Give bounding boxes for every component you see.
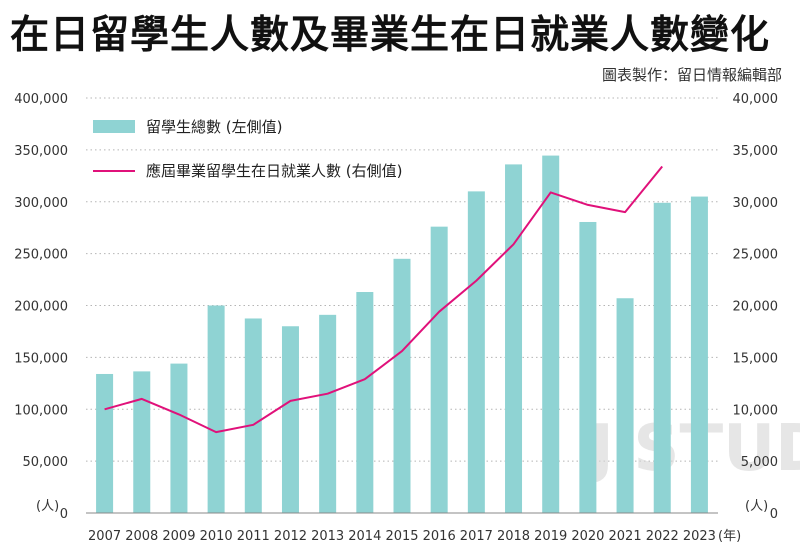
y-right-tick-label: 30,000 [733, 196, 779, 211]
x-tick-label: 2011 [237, 529, 270, 544]
x-tick-label: 2010 [200, 529, 233, 544]
x-tick-label: 2009 [162, 529, 195, 544]
y-right-tick-label: 10,000 [733, 403, 779, 418]
bar [653, 202, 671, 513]
y-axis-left: 0 50,000 100,000 150,000 200,000 250,000 300,0… [14, 92, 68, 522]
line-series [104, 165, 663, 434]
x-tick-label: 2015 [385, 529, 418, 544]
x-axis: 2007 2008 2009 2010 2011 2012 2013 2014 2015 2016… [86, 512, 741, 544]
y-left-tick-label: 400,000 [14, 92, 68, 107]
x-tick-label: 2008 [125, 529, 158, 544]
x-tick-label: 2022 [646, 529, 679, 544]
bar [542, 155, 560, 514]
x-tick-label: 2014 [348, 529, 381, 544]
legend: 留學生總數 (左側值) 應屆畢業留學生在日就業人數 (右側值) [93, 118, 402, 180]
line-path [104, 165, 663, 434]
y-right-tick-label: 15,000 [733, 351, 779, 366]
y-axis-right: 0 5,000 10,000 15,000 20,000 25,000 30,000 35,0… [733, 92, 779, 522]
y-left-tick-label: 250,000 [14, 248, 68, 263]
x-tick-label: 2019 [534, 529, 567, 544]
x-tick-label: 2020 [571, 529, 604, 544]
bar [356, 292, 374, 513]
x-axis-unit: (年) [718, 529, 741, 544]
y-left-unit: (人) [36, 499, 59, 514]
bar [133, 371, 151, 513]
bar [690, 196, 708, 513]
y-left-tick-label: 100,000 [14, 403, 68, 418]
x-tick-label: 2012 [274, 529, 307, 544]
bar [616, 298, 634, 513]
chart-title: 在日留學生人數及畢業生在日就業人數變化 [10, 13, 771, 58]
chart-credit: 圖表製作：留日情報編輯部 [601, 66, 782, 84]
bar [281, 326, 299, 513]
y-left-tick-label: 200,000 [14, 300, 68, 315]
bar [96, 373, 114, 513]
x-tick-label: 2016 [423, 529, 456, 544]
bar [244, 318, 262, 513]
bar [207, 305, 225, 513]
y-right-unit: (人) [745, 499, 768, 514]
x-tick-label: 2023 [683, 529, 716, 544]
legend-bar-swatch [93, 120, 135, 133]
y-right-tick-label: 40,000 [733, 92, 779, 107]
bar [319, 314, 337, 513]
y-left-tick-label: 350,000 [14, 144, 68, 159]
y-left-tick-label: 300,000 [14, 196, 68, 211]
legend-bar-label: 留學生總數 (左側值) [146, 118, 282, 136]
bar [430, 226, 448, 513]
bar [505, 164, 523, 513]
y-right-tick-label: 5,000 [741, 455, 778, 470]
y-right-tick-label: 0 [770, 507, 778, 522]
x-tick-label: 2021 [609, 529, 642, 544]
bar [467, 191, 485, 513]
x-tick-label: 2007 [88, 529, 121, 544]
x-tick-label: 2018 [497, 529, 530, 544]
y-right-tick-label: 35,000 [733, 144, 779, 159]
y-left-tick-label: 0 [60, 507, 68, 522]
y-right-tick-label: 25,000 [733, 248, 779, 263]
y-right-tick-label: 20,000 [733, 300, 779, 315]
x-tick-label: 2017 [460, 529, 493, 544]
bar [393, 258, 411, 513]
legend-line-label: 應屆畢業留學生在日就業人數 (右側值) [146, 162, 402, 180]
y-left-tick-label: 150,000 [14, 351, 68, 366]
bar [170, 363, 188, 513]
y-left-tick-label: 50,000 [23, 455, 69, 470]
x-tick-label: 2013 [311, 529, 344, 544]
bar [579, 221, 597, 513]
